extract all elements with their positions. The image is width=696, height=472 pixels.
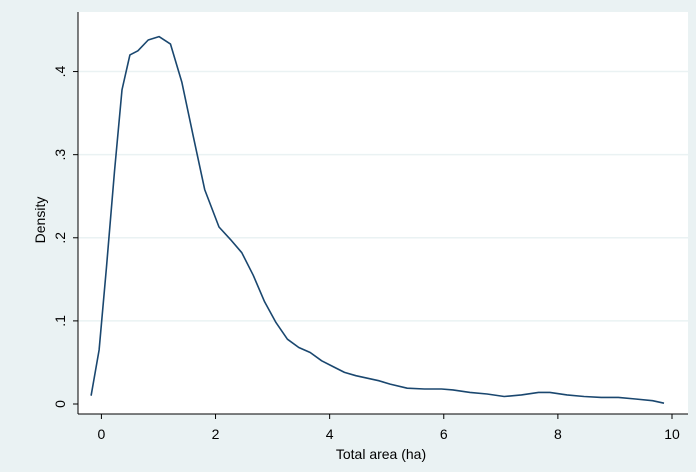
y-axis-title: Density [32, 197, 48, 244]
x-tick-label-0: 0 [98, 426, 106, 442]
x-tick-label-1: 2 [212, 426, 220, 442]
x-tick-label-5: 10 [664, 426, 680, 442]
x-axis-title: Total area (ha) [336, 446, 426, 462]
x-tick-label-2: 4 [326, 426, 334, 442]
series-layer [90, 35, 665, 404]
x-tick-label-4: 8 [554, 426, 562, 442]
axis-layer: 0 .1 .2 .3 .4 0 2 4 6 8 10 [52, 12, 688, 442]
x-tick-label-3: 6 [440, 426, 448, 442]
density-line-0 [90, 35, 665, 404]
y-tick-label-2: .2 [52, 232, 68, 244]
y-tick-label-4: .4 [52, 66, 68, 78]
grid-layer [78, 70, 688, 322]
plot-area [78, 12, 688, 414]
y-tick-label-3: .3 [52, 149, 68, 161]
y-tick-label-1: .1 [52, 315, 68, 327]
y-tick-label-0: 0 [52, 400, 68, 408]
